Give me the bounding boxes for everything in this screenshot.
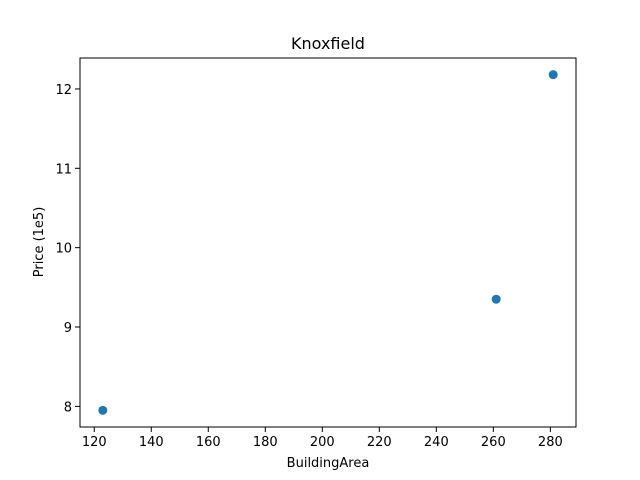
y-tick-label: 10 [55,242,72,257]
plot-frame [79,57,577,428]
x-tick-label: 280 [538,435,563,450]
x-tick-label: 220 [367,435,392,450]
y-tick-label: 12 [55,83,72,98]
data-points [98,70,558,415]
x-axis-label: BuildingArea [287,456,370,471]
y-tick-label: 9 [64,321,72,336]
data-point [98,405,108,415]
y-axis-label: Price (1e5) [32,207,47,278]
x-tick-label: 240 [424,435,449,450]
chart-title: Knoxfield [291,34,365,53]
data-point [548,70,558,80]
y-tick-label: 11 [55,162,72,177]
x-tick-label: 140 [139,435,164,450]
x-tick-label: 160 [196,435,221,450]
y-tick-label: 8 [64,400,72,415]
y-axis-ticks: 8 9 10 11 12 [55,83,80,415]
x-tick-label: 260 [481,435,506,450]
x-tick-label: 180 [253,435,278,450]
x-tick-label: 200 [310,435,335,450]
x-axis-ticks: 120 140 160 180 200 220 240 260 280 [82,427,563,450]
data-point [491,294,501,304]
x-tick-label: 120 [82,435,107,450]
